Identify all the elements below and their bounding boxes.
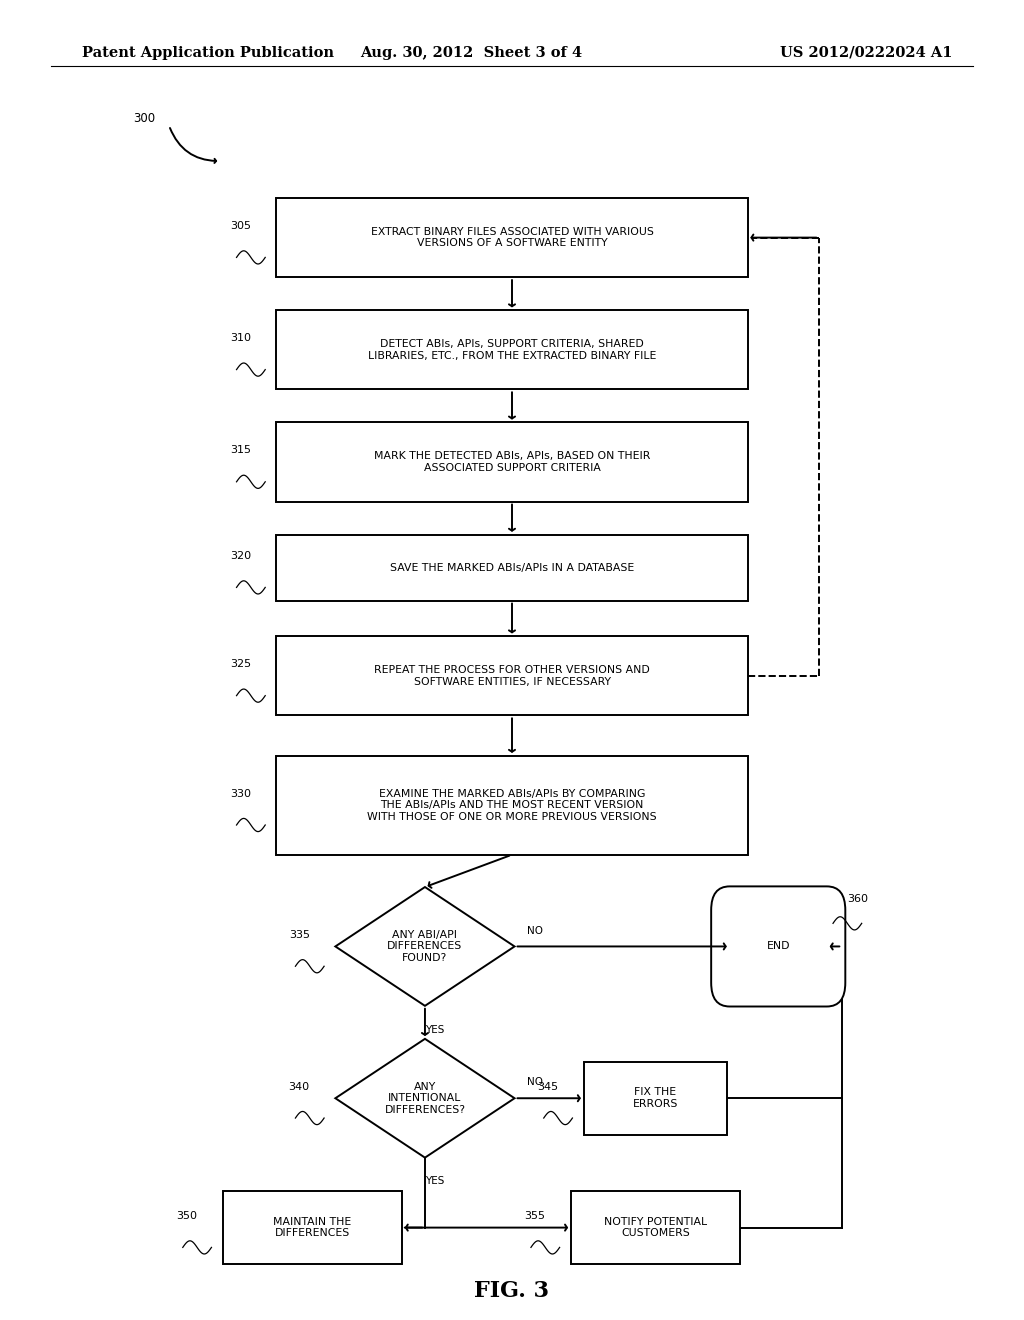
Text: NOTIFY POTENTIAL
CUSTOMERS: NOTIFY POTENTIAL CUSTOMERS — [604, 1217, 707, 1238]
Text: YES: YES — [426, 1176, 444, 1187]
Text: NO: NO — [526, 1077, 543, 1088]
Text: Aug. 30, 2012  Sheet 3 of 4: Aug. 30, 2012 Sheet 3 of 4 — [360, 46, 582, 59]
Text: END: END — [767, 941, 790, 952]
Text: SAVE THE MARKED ABIs/APIs IN A DATABASE: SAVE THE MARKED ABIs/APIs IN A DATABASE — [390, 562, 634, 573]
FancyBboxPatch shape — [711, 887, 846, 1007]
Text: YES: YES — [426, 1024, 444, 1035]
FancyBboxPatch shape — [223, 1191, 401, 1265]
FancyBboxPatch shape — [584, 1061, 727, 1134]
Text: US 2012/0222024 A1: US 2012/0222024 A1 — [780, 46, 952, 59]
FancyBboxPatch shape — [276, 636, 748, 715]
FancyBboxPatch shape — [276, 755, 748, 855]
Text: MARK THE DETECTED ABIs, APIs, BASED ON THEIR
ASSOCIATED SUPPORT CRITERIA: MARK THE DETECTED ABIs, APIs, BASED ON T… — [374, 451, 650, 473]
FancyBboxPatch shape — [276, 198, 748, 277]
Text: REPEAT THE PROCESS FOR OTHER VERSIONS AND
SOFTWARE ENTITIES, IF NECESSARY: REPEAT THE PROCESS FOR OTHER VERSIONS AN… — [374, 665, 650, 686]
Text: 330: 330 — [229, 788, 251, 799]
Text: DETECT ABIs, APIs, SUPPORT CRITERIA, SHARED
LIBRARIES, ETC., FROM THE EXTRACTED : DETECT ABIs, APIs, SUPPORT CRITERIA, SHA… — [368, 339, 656, 360]
Text: 350: 350 — [176, 1210, 197, 1221]
Text: 355: 355 — [524, 1210, 545, 1221]
Text: 345: 345 — [537, 1081, 558, 1092]
Text: 320: 320 — [229, 550, 251, 561]
FancyBboxPatch shape — [571, 1191, 739, 1265]
Text: EXAMINE THE MARKED ABIs/APIs BY COMPARING
THE ABIs/APIs AND THE MOST RECENT VERS: EXAMINE THE MARKED ABIs/APIs BY COMPARIN… — [368, 788, 656, 822]
Text: 305: 305 — [229, 220, 251, 231]
Text: MAINTAIN THE
DIFFERENCES: MAINTAIN THE DIFFERENCES — [273, 1217, 351, 1238]
FancyBboxPatch shape — [276, 310, 748, 389]
FancyBboxPatch shape — [276, 535, 748, 601]
Text: 325: 325 — [229, 659, 251, 669]
Polygon shape — [336, 887, 514, 1006]
Text: 310: 310 — [229, 333, 251, 343]
Text: 300: 300 — [133, 112, 156, 125]
FancyBboxPatch shape — [276, 422, 748, 502]
Text: EXTRACT BINARY FILES ASSOCIATED WITH VARIOUS
VERSIONS OF A SOFTWARE ENTITY: EXTRACT BINARY FILES ASSOCIATED WITH VAR… — [371, 227, 653, 248]
Text: Patent Application Publication: Patent Application Publication — [82, 46, 334, 59]
Text: FIX THE
ERRORS: FIX THE ERRORS — [633, 1088, 678, 1109]
Text: 340: 340 — [289, 1081, 309, 1092]
Text: ANY ABI/API
DIFFERENCES
FOUND?: ANY ABI/API DIFFERENCES FOUND? — [387, 929, 463, 964]
Text: ANY
INTENTIONAL
DIFFERENCES?: ANY INTENTIONAL DIFFERENCES? — [384, 1081, 466, 1115]
Polygon shape — [336, 1039, 514, 1158]
Text: FIG. 3: FIG. 3 — [474, 1280, 550, 1302]
Text: NO: NO — [526, 925, 543, 936]
Text: 335: 335 — [289, 929, 309, 940]
Text: 360: 360 — [848, 894, 868, 903]
Text: 315: 315 — [229, 445, 251, 455]
